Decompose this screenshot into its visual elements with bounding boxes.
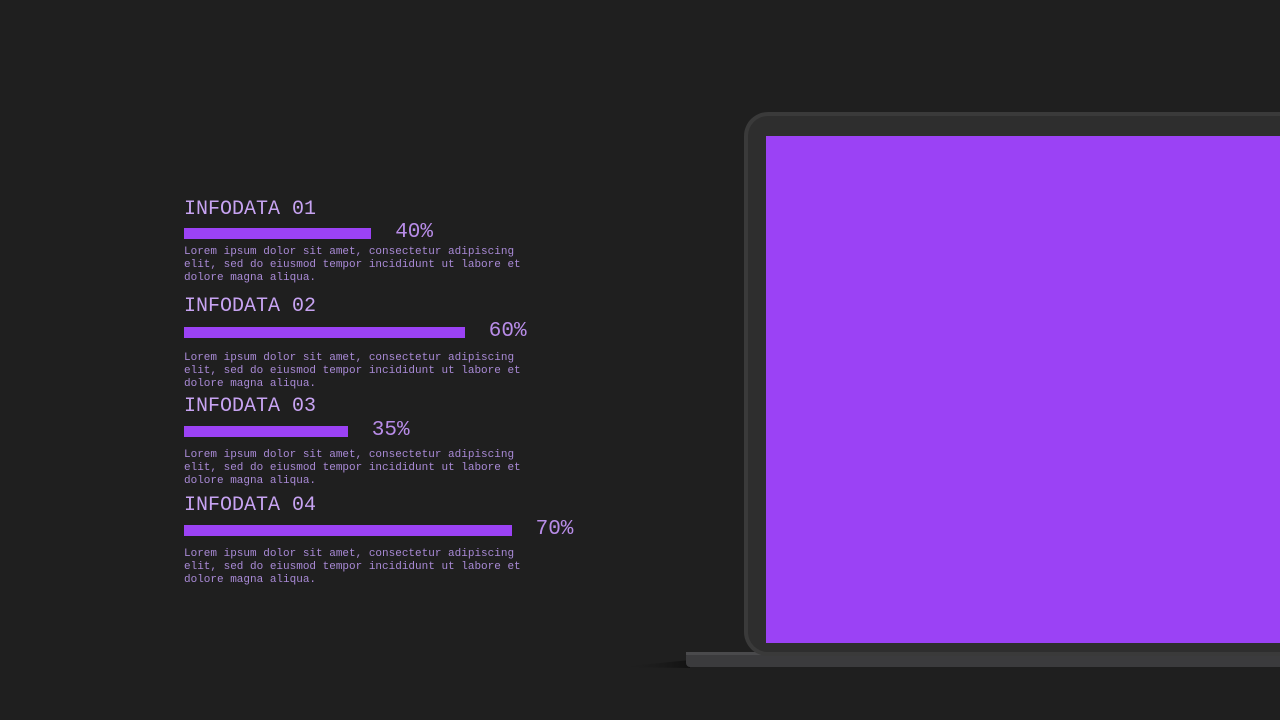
item-description: Lorem ipsum dolor sit amet, consectetur …	[184, 548, 521, 586]
value-label: 35%	[371, 419, 410, 442]
value-label: 70%	[535, 518, 574, 541]
item-title: INFODATA 01	[184, 198, 317, 221]
item-description: Lorem ipsum dolor sit amet, consectetur …	[184, 449, 521, 487]
bar	[184, 426, 348, 437]
bar	[184, 525, 512, 536]
bar	[184, 228, 372, 239]
bar	[184, 327, 465, 338]
item-description: Lorem ipsum dolor sit amet, consectetur …	[184, 246, 521, 284]
item-title: INFODATA 03	[184, 395, 317, 418]
value-label: 60%	[488, 320, 527, 343]
item-description: Lorem ipsum dolor sit amet, consectetur …	[184, 352, 521, 390]
laptop-screen	[766, 136, 1280, 643]
item-title: INFODATA 04	[184, 494, 317, 517]
laptop-shadow	[620, 660, 690, 668]
value-label: 40%	[395, 221, 433, 244]
item-title: INFODATA 02	[184, 295, 317, 318]
